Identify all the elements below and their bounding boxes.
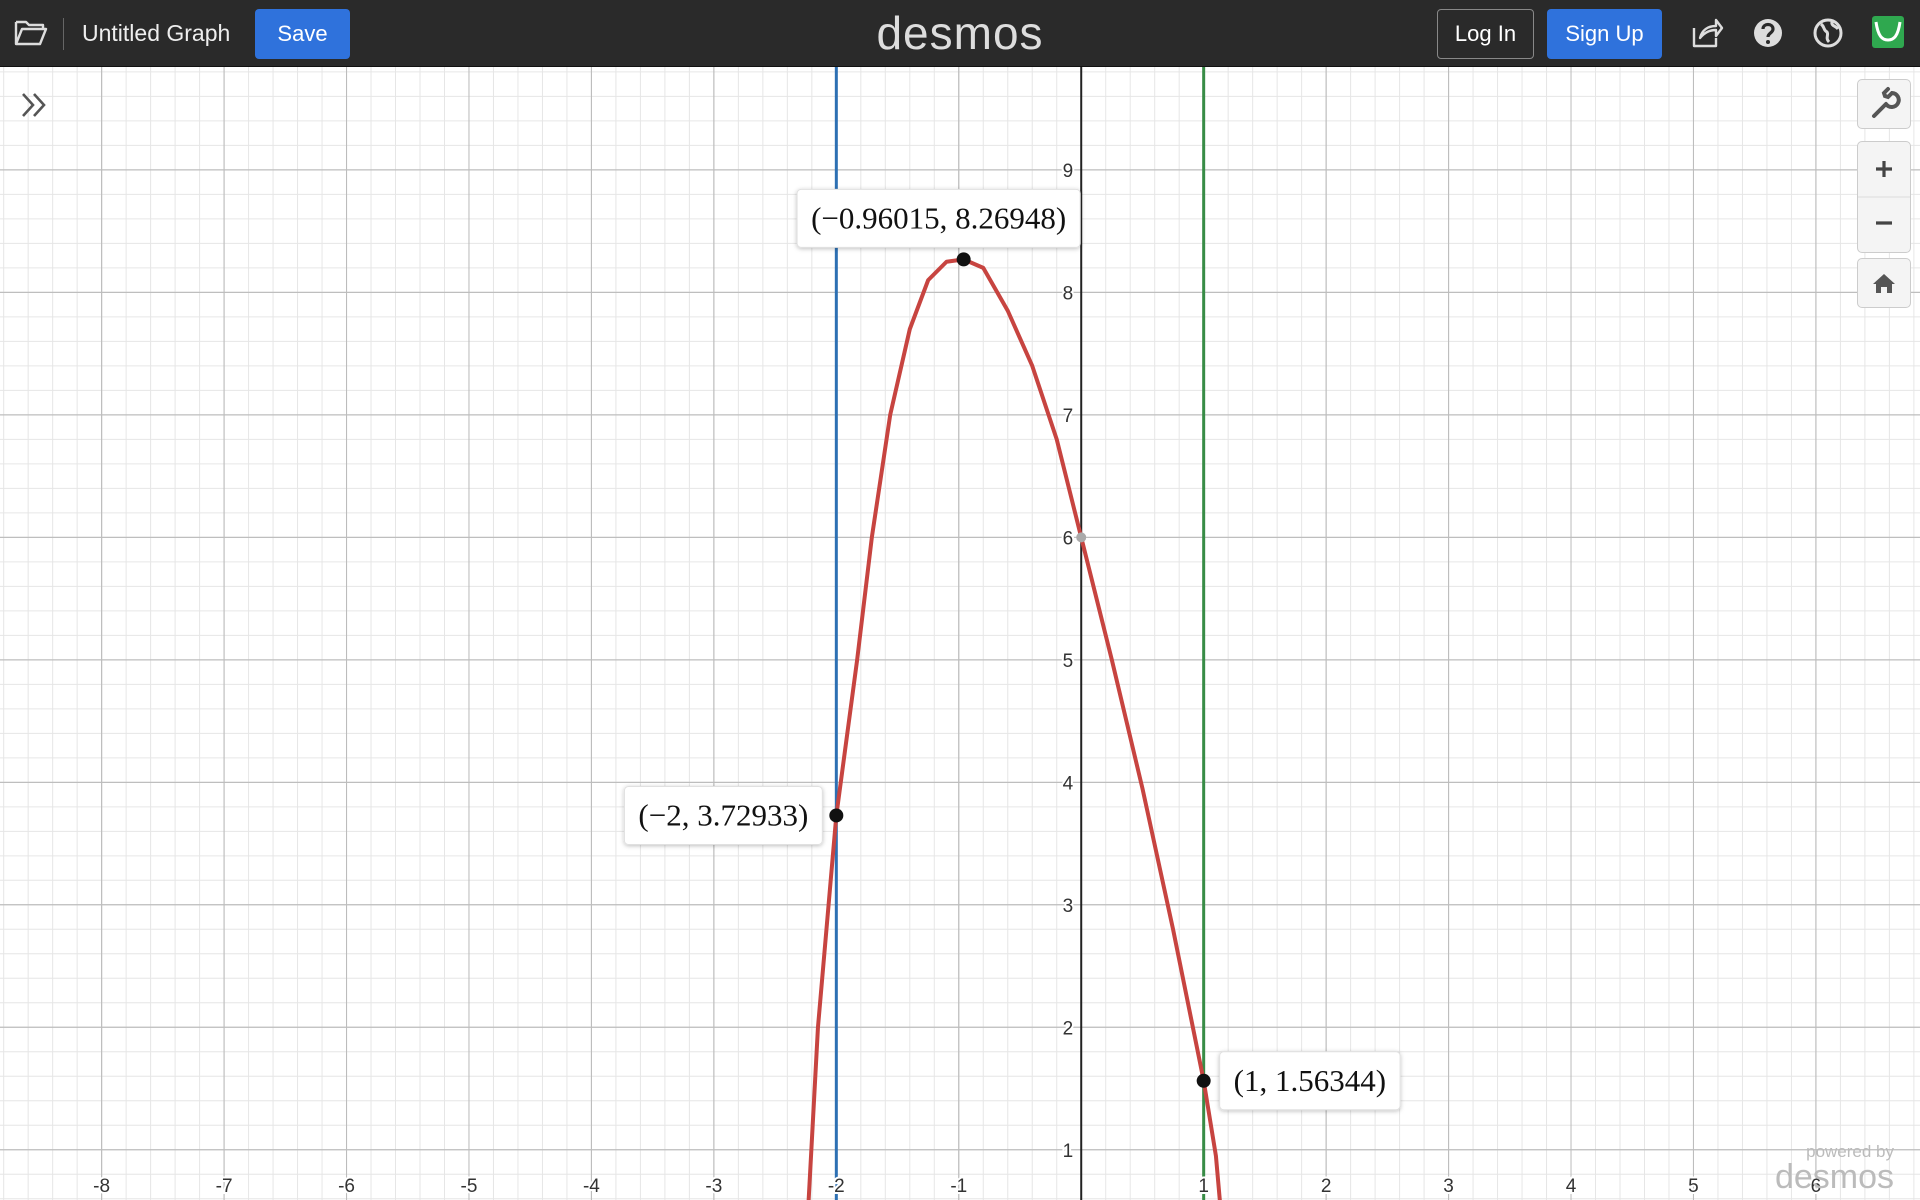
home-button[interactable] — [1857, 258, 1911, 308]
powered-text: powered by — [1806, 1142, 1894, 1161]
x-tick-label: 3 — [1443, 1176, 1454, 1197]
x-tick-label: 6 — [1811, 1176, 1822, 1197]
graph-title[interactable]: Untitled Graph — [82, 20, 231, 46]
save-button[interactable]: Save — [255, 9, 350, 59]
y-tick-label: 9 — [1063, 161, 1074, 182]
point — [1196, 1073, 1211, 1088]
point-label-box — [623, 785, 823, 845]
point-label-box — [1219, 1051, 1401, 1111]
signup-button[interactable]: Sign Up — [1547, 9, 1662, 59]
y-tick-label: 6 — [1063, 528, 1074, 549]
y-tick-label: 7 — [1063, 406, 1074, 427]
language-icon[interactable] — [1812, 17, 1844, 49]
top-bar: Untitled Graph Save desmos Log In Sign U… — [0, 0, 1920, 67]
x-tick-label: -2 — [828, 1176, 845, 1197]
help-icon[interactable] — [1752, 17, 1784, 49]
y-tick-label: 2 — [1063, 1018, 1074, 1039]
x-tick-label: -6 — [338, 1176, 355, 1197]
intercept-point[interactable] — [1076, 532, 1087, 543]
x-tick-label: -7 — [216, 1176, 233, 1197]
login-button[interactable]: Log In — [1437, 9, 1534, 59]
x-tick-label: -5 — [461, 1176, 478, 1197]
powered-brand: desmos — [1774, 1158, 1894, 1196]
y-tick-label: 1 — [1063, 1141, 1074, 1162]
x-tick-label: -4 — [583, 1176, 600, 1197]
point-label: (−0.96015, 8.26948) — [811, 200, 1066, 235]
y-tick-label: 8 — [1063, 283, 1074, 304]
home-icon — [1873, 274, 1895, 293]
point-label: (−2, 3.72933) — [638, 797, 808, 832]
x-tick-label: 1 — [1198, 1176, 1209, 1197]
y-tick-label: 3 — [1063, 896, 1074, 917]
zoom-controls — [1857, 141, 1911, 253]
open-graph-icon[interactable] — [14, 18, 50, 48]
zoom-icons[interactable] — [1858, 142, 1910, 252]
curve — [806, 257, 1222, 1200]
point — [956, 252, 971, 267]
x-tick-label: 4 — [1566, 1176, 1577, 1197]
share-icon[interactable] — [1690, 16, 1724, 50]
y-tick-label: 4 — [1063, 773, 1074, 794]
x-tick-label: 5 — [1688, 1176, 1699, 1197]
expand-list-icon[interactable] — [18, 88, 52, 122]
point-label-box — [796, 188, 1081, 248]
powered-by: powered by desmos — [1774, 1142, 1894, 1196]
point-label: (1, 1.56344) — [1234, 1063, 1386, 1098]
point — [829, 808, 844, 823]
settings-button[interactable] — [1857, 79, 1911, 129]
x-tick-label: -3 — [705, 1176, 722, 1197]
x-tick-label: -1 — [950, 1176, 967, 1197]
y-tick-label: 5 — [1063, 651, 1074, 672]
x-tick-label: 2 — [1321, 1176, 1332, 1197]
x-tick-label: -8 — [93, 1176, 110, 1197]
wrench-icon — [1872, 87, 1901, 118]
account-icon[interactable] — [1870, 14, 1906, 50]
